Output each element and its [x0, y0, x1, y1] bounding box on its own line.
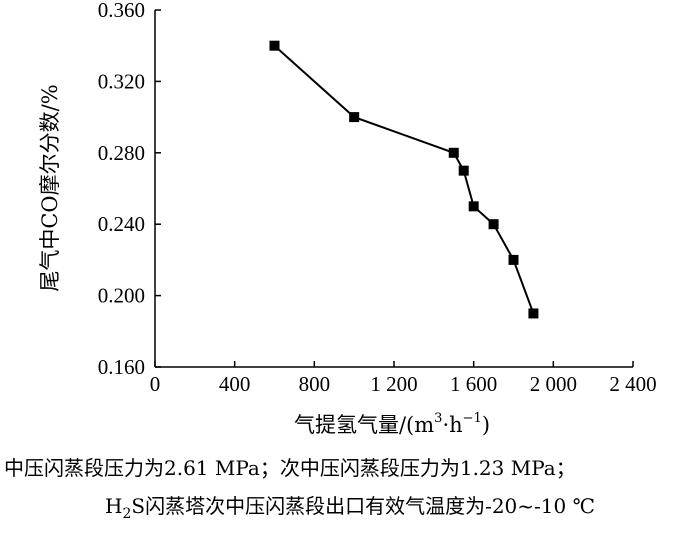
y-axis-title: 尾气中CO摩尔分数/% — [38, 84, 62, 291]
x-tick-label: 1 600 — [450, 372, 497, 396]
y-tick-label: 0.360 — [98, 0, 145, 22]
data-point-marker — [458, 165, 469, 176]
data-point-marker — [488, 219, 499, 230]
data-point-marker — [448, 147, 459, 158]
data-point-marker — [468, 201, 479, 212]
x-tick-label: 0 — [150, 372, 161, 396]
caption-line-2-rest: S闪蒸塔次中压闪蒸段出口有效气温度为-20~-10 ℃ — [131, 494, 595, 518]
data-point-marker — [349, 112, 360, 123]
caption-line-1: 中压闪蒸段压力为2.61 MPa；次中压闪蒸段压力为1.23 MPa； — [4, 456, 576, 480]
caption-h: H — [105, 494, 123, 518]
x-tick-label: 2 400 — [609, 372, 656, 396]
series-co-fraction — [269, 40, 539, 319]
data-point-marker — [528, 308, 539, 319]
chart: 0 400 800 1 200 1 600 2 000 2 400 0.1600.2000.… — [38, 0, 657, 437]
x-axis-title: 气提氢气量/(m3·h−1) — [294, 411, 490, 437]
y-tick-label: 0.240 — [98, 212, 145, 236]
x-tick-label: 1 200 — [370, 372, 417, 396]
caption-subscript-2: 2 — [122, 506, 132, 522]
y-ticks: 0.160 0.200 0.240 0.280 0.320 0.360 — [98, 0, 161, 379]
y-tick-label: 0.280 — [98, 141, 145, 165]
y-tick-label: 0.160 — [98, 355, 145, 379]
x-tick-label: 400 — [219, 372, 251, 396]
caption-line-2: H2S闪蒸塔次中压闪蒸段出口有效气温度为-20~-10 ℃ — [0, 490, 700, 522]
y-tick-label: 0.200 — [98, 284, 145, 308]
series-line — [273, 44, 535, 314]
axes — [154, 10, 633, 368]
x-tick-label: 800 — [299, 372, 331, 396]
data-point-marker — [508, 254, 519, 265]
y-tick-label: 0.320 — [98, 69, 145, 93]
x-ticks: 0 400 800 1 200 1 600 2 000 2 400 — [150, 361, 657, 396]
data-point-marker — [269, 40, 280, 51]
x-tick-label: 2 000 — [530, 372, 577, 396]
